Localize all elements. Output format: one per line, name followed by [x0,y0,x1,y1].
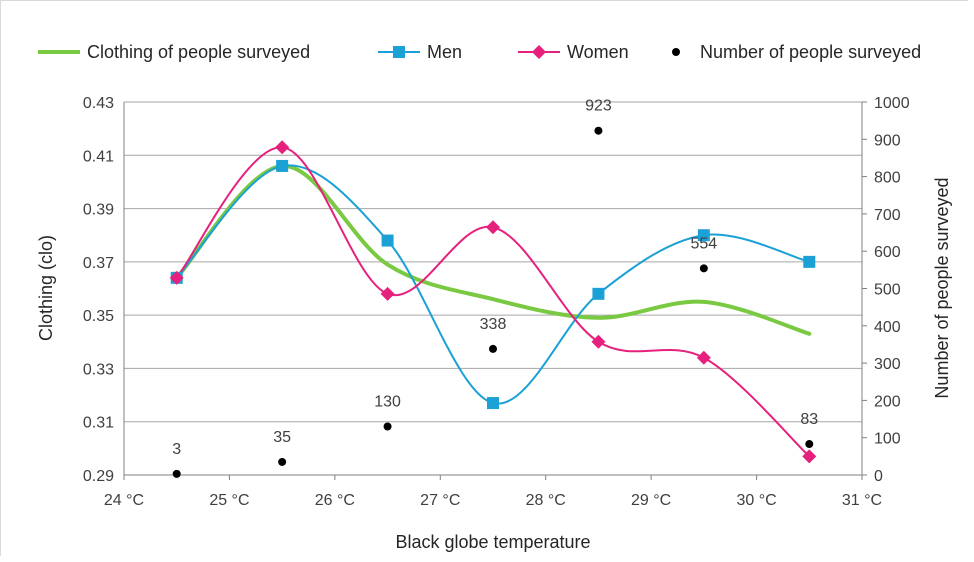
men-point [276,159,289,172]
people-surveyed-label: 83 [800,411,818,428]
men-point [592,287,605,300]
women-point [486,220,500,235]
y-tick-label: 0.33 [83,361,114,378]
people-surveyed-point [594,126,603,135]
y-tick-label: 0.43 [83,95,114,112]
people-surveyed-label: 130 [374,394,401,411]
y2-tick-label: 500 [874,282,901,299]
people-surveyed-point [699,264,708,273]
women-point [591,334,606,349]
y-tick-label: 0.37 [83,255,114,272]
gridlines [124,101,862,476]
legend-entry-label: Clothing of people surveyed [87,42,310,62]
people-surveyed-label: 554 [691,235,718,252]
legend-entry-label: Men [427,42,462,62]
x-tick-label: 24 °C [104,492,144,509]
legend-entry-label: Number of people surveyed [700,42,921,62]
legend-entry-label: Women [567,42,629,62]
y2-tick-label: 100 [874,431,901,448]
people-surveyed-point [172,469,181,478]
men-point [487,397,499,410]
y2-tick-label: 1000 [874,95,910,112]
y-axis-title: Clothing (clo) [36,235,56,341]
x-tick-label: 26 °C [315,492,355,509]
legend-men-marker [393,46,405,58]
y2-tick-label: 900 [874,132,901,149]
people-surveyed-point [278,457,287,466]
data-labels: 3 35 130 338 923 554 83 [172,98,818,458]
y-tick-label: 0.31 [83,415,114,432]
legend-women-marker [532,45,546,59]
y2-tick-label: 200 [874,393,901,410]
men-series-line [175,164,811,405]
men-point [381,234,394,247]
y2-tick-label: 600 [874,244,901,261]
x-tick-label: 30 °C [736,492,776,509]
people-surveyed-point [489,344,497,353]
x-tick-label: 27 °C [420,492,460,509]
women-point [380,286,395,301]
y-tick-label: 0.29 [83,468,114,485]
x-axis-title: Black globe temperature [395,532,590,552]
men-point [697,229,710,242]
people-surveyed-point [805,440,814,449]
series-markers [169,126,817,478]
axes: 0.29 0.31 0.33 0.35 0.37 0.39 0.41 0.43 0 100 200 3… [83,95,910,509]
y2-tick-label: 800 [874,170,901,187]
women-point [696,350,711,365]
y-tick-label: 0.35 [83,308,114,325]
people-surveyed-label: 338 [480,316,507,333]
series-lines [174,146,812,458]
people-surveyed-point [383,422,392,431]
people-surveyed-label: 923 [585,98,612,115]
y2-axis-title: Number of people surveyed [932,177,952,398]
y-tick-label: 0.39 [83,202,114,219]
x-tick-label: 25 °C [209,492,249,509]
people-surveyed-label: 3 [172,441,181,458]
y2-tick-label: 400 [874,319,901,336]
people-surveyed-label: 35 [273,429,291,446]
women-point [802,449,817,464]
men-point [803,255,816,268]
y-tick-label: 0.41 [83,148,114,165]
y2-tick-label: 700 [874,207,901,224]
women-point [169,270,184,285]
x-tick-label: 29 °C [631,492,671,509]
women-point [275,140,290,155]
legend: Clothing of people surveyed Men Women Numbe… [38,42,921,62]
y2-tick-label: 0 [874,468,883,485]
legend-people-surveyed-symbol [672,48,680,56]
x-tick-label: 28 °C [526,492,566,509]
x-tick-label: 31 °C [842,492,882,509]
y2-tick-label: 300 [874,356,901,373]
